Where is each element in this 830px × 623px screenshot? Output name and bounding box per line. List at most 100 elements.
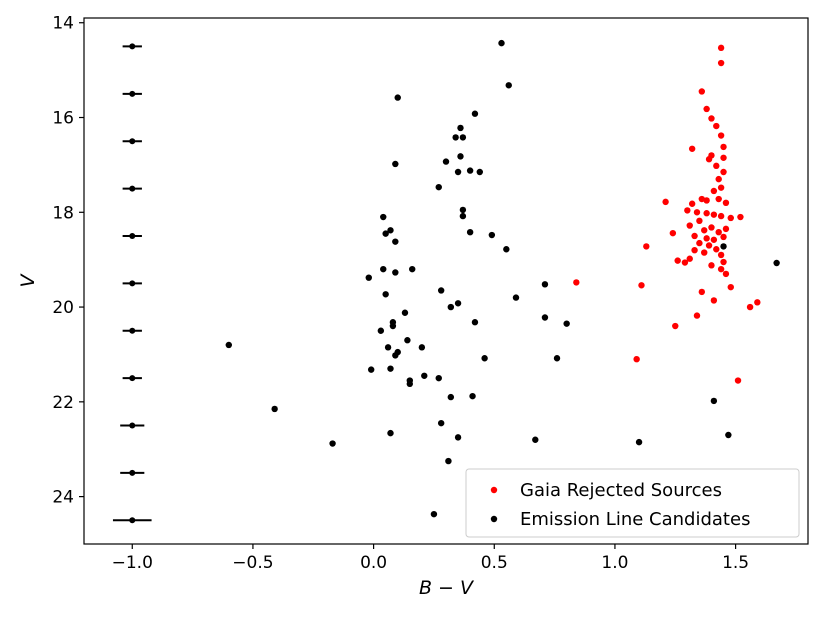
gaia-rejected-point <box>573 279 580 286</box>
emission-line-point <box>329 440 336 447</box>
emission-line-point <box>380 213 387 221</box>
emission-line-point <box>459 134 467 141</box>
gaia-rejected-point <box>705 156 713 163</box>
gaia-rejected-point <box>674 257 681 264</box>
emission-line-point <box>541 281 549 288</box>
error-bar-point <box>129 469 136 476</box>
error-bars <box>112 43 152 524</box>
gaia-rejected-point <box>713 162 720 170</box>
emission-line-point <box>505 82 512 89</box>
legend-entry-emission-line-candidates: Emission Line Candidates <box>520 509 750 530</box>
emission-line-point <box>457 124 464 132</box>
emission-line-point <box>498 39 505 47</box>
legend: Gaia Rejected Sources Emission Line Cand… <box>465 468 800 538</box>
emission-line-point <box>406 380 413 388</box>
gaia-rejected-point <box>720 168 727 176</box>
emission-line-point <box>710 397 718 405</box>
gaia-rejected-point <box>715 228 722 236</box>
data-points <box>225 39 780 518</box>
emission-line-point <box>447 393 455 401</box>
gaia-rejected-point <box>701 249 708 256</box>
y-tick-label: 22 <box>52 393 74 413</box>
gaia-rejected-point <box>691 232 698 240</box>
emission-line-point <box>409 265 416 273</box>
y-tick-label: 18 <box>52 203 74 223</box>
emission-line-point <box>382 291 389 298</box>
gaia-rejected-point <box>708 224 715 231</box>
gaia-rejected-point <box>734 377 742 384</box>
gaia-rejected-point <box>691 246 698 254</box>
error-bar-point <box>129 90 136 97</box>
emission-line-point <box>452 134 459 141</box>
gaia-rejected-point <box>662 198 669 206</box>
legend-marker-gaia-rejected-sources <box>490 486 498 494</box>
error-bar-point <box>129 375 136 382</box>
plot-frame <box>83 17 809 545</box>
gaia-rejected-point <box>703 197 710 204</box>
gaia-rejected-point <box>703 235 710 242</box>
emission-line-point <box>404 337 411 344</box>
emission-line-point <box>635 438 643 446</box>
emission-line-point <box>459 212 467 220</box>
emission-line-point <box>389 322 397 330</box>
gaia-rejected-point <box>722 199 730 207</box>
gaia-rejected-point <box>720 258 727 266</box>
emission-line-point <box>532 436 539 443</box>
emission-line-point <box>401 309 409 316</box>
emission-line-point <box>387 429 394 437</box>
gaia-rejected-point <box>696 239 703 247</box>
gaia-rejected-point <box>686 222 693 229</box>
emission-line-point <box>394 94 401 101</box>
error-bar-point <box>129 43 136 50</box>
gaia-rejected-point <box>715 195 722 203</box>
gaia-rejected-point <box>708 115 715 122</box>
gaia-rejected-point <box>722 270 730 278</box>
emission-line-point <box>541 314 549 321</box>
gaia-rejected-point <box>698 88 706 95</box>
emission-line-point <box>466 228 474 236</box>
error-bar-point <box>129 517 136 524</box>
emission-line-point <box>454 300 462 307</box>
gaia-rejected-point <box>643 243 650 250</box>
gaia-rejected-point <box>720 233 727 241</box>
gaia-rejected-point <box>717 184 725 191</box>
gaia-rejected-point <box>717 212 725 220</box>
gaia-rejected-point <box>717 251 725 259</box>
emission-line-point <box>454 434 462 441</box>
gaia-rejected-point <box>688 200 696 207</box>
emission-line-point <box>382 230 389 237</box>
gaia-rejected-point <box>720 154 727 161</box>
gaia-rejected-point <box>710 211 718 218</box>
gaia-rejected-point <box>713 122 720 130</box>
x-axis-label: B − V <box>419 577 475 599</box>
x-tick-label: −0.5 <box>232 553 273 573</box>
legend-box <box>465 468 800 538</box>
emission-line-point <box>225 341 232 349</box>
emission-line-point <box>512 294 520 301</box>
emission-line-point <box>469 392 476 400</box>
gaia-rejected-point <box>713 246 720 253</box>
y-tick-label: 14 <box>52 14 74 34</box>
x-tick-label: 1.0 <box>601 553 628 573</box>
gaia-rejected-point <box>696 217 703 225</box>
y-axis-ticks: 14 16 18 20 22 24 <box>52 14 84 508</box>
emission-line-point <box>418 344 426 351</box>
gaia-rejected-point <box>672 322 679 330</box>
emission-line-point <box>457 153 464 160</box>
emission-line-point <box>392 160 399 168</box>
gaia-rejected-point <box>722 225 730 233</box>
x-tick-label: −1.0 <box>112 553 153 573</box>
emission-line-point <box>459 206 467 214</box>
gaia-rejected-point <box>703 210 710 217</box>
error-bar-point <box>129 232 136 239</box>
error-bar-point <box>129 280 136 287</box>
gaia-rejected-point <box>633 355 640 363</box>
gaia-rejected-point <box>717 265 725 273</box>
gaia-rejected-point <box>717 59 725 67</box>
emission-line-point <box>503 246 510 253</box>
emission-line-point <box>384 344 392 351</box>
x-axis-ticks: −1.0 −0.5 0.0 0.5 1.0 1.5 <box>112 544 749 573</box>
gaia-rejected-point <box>688 145 696 152</box>
emission-line-point <box>365 274 372 281</box>
emission-line-point <box>387 365 394 372</box>
